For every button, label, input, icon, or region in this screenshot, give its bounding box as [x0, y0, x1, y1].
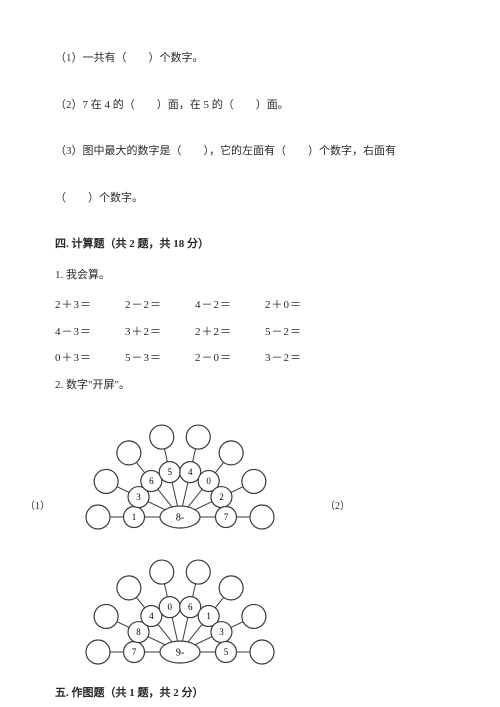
svg-text:5: 5: [224, 647, 229, 657]
svg-text:4: 4: [149, 611, 154, 621]
sec5-text: 五. 作图题（共 1 题，共 2 分）: [55, 687, 204, 699]
svg-text:3: 3: [136, 492, 141, 502]
svg-text:7: 7: [224, 512, 229, 522]
sec4-text: 四. 计算题（共 2 题，共 18 分）: [55, 238, 209, 250]
calc-rows: 2＋3＝2－2＝4－2＝2＋0＝ 4－3＝3＋2＝2＋2＝5－2＝ 0＋3＝5－3＝…: [55, 297, 450, 367]
svg-text:0: 0: [168, 602, 173, 612]
calc-row: 4－3＝3＋2＝2＋2＝5－2＝: [55, 324, 450, 341]
fan-diagram-2: 9- 7 84 0 6 135: [55, 542, 450, 667]
question-3a: （3）图中最大的数字是（ ），它的左面有（ ）个数字，右面有: [55, 143, 450, 160]
q3a-text: （3）图中最大的数字是（ ），它的左面有（ ）个数字，右面有: [55, 145, 396, 157]
fan-title-text: 2. 数字"开屏"。: [55, 379, 130, 391]
svg-text:6: 6: [149, 476, 154, 486]
question-1: （1）一共有（ ）个数字。: [55, 50, 450, 67]
q2-text: （2）7 在 4 的（ ）面，在 5 的（ ）面。: [55, 99, 289, 111]
calc-title-text: 1. 我会算。: [55, 269, 110, 281]
q3b-text: （ ）个数字。: [55, 192, 143, 204]
equation: 2－0＝: [195, 350, 265, 367]
equation: 0＋3＝: [55, 350, 125, 367]
equation: 5－2＝: [265, 324, 335, 341]
equation: 3－2＝: [265, 350, 335, 367]
svg-text:7: 7: [132, 647, 137, 657]
svg-text:3: 3: [219, 627, 224, 637]
svg-text:5: 5: [168, 467, 173, 477]
fan-svg-1: 8- 1 36 5 4 027: [55, 407, 305, 532]
calc-row: 0＋3＝5－3＝2－0＝3－2＝: [55, 350, 450, 367]
equation: 2＋3＝: [55, 297, 125, 314]
svg-text:9-: 9-: [176, 648, 184, 659]
svg-text:1: 1: [132, 512, 137, 522]
fan-svg-2: 9- 7 84 0 6 135: [55, 542, 305, 667]
equation: 2＋2＝: [195, 324, 265, 341]
fan2-label: （2）: [325, 499, 350, 514]
svg-text:2: 2: [219, 492, 224, 502]
equation: 3＋2＝: [125, 324, 195, 341]
equation: 5－3＝: [125, 350, 195, 367]
equation: 2－2＝: [125, 297, 195, 314]
fan-title: 2. 数字"开屏"。: [55, 377, 450, 394]
question-3b: （ ）个数字。: [55, 190, 450, 207]
section-4-title: 四. 计算题（共 2 题，共 18 分）: [55, 236, 450, 253]
svg-text:1: 1: [206, 611, 211, 621]
fan1-label: （1）: [25, 499, 50, 514]
svg-text:6: 6: [188, 602, 193, 612]
equation: 2＋0＝: [265, 297, 335, 314]
calc-row: 2＋3＝2－2＝4－2＝2＋0＝: [55, 297, 450, 314]
svg-text:0: 0: [206, 476, 211, 486]
equation: 4－2＝: [195, 297, 265, 314]
equation: 4－3＝: [55, 324, 125, 341]
section-5-title: 五. 作图题（共 1 题，共 2 分）: [55, 685, 450, 702]
calc-title: 1. 我会算。: [55, 267, 450, 284]
svg-text:4: 4: [188, 467, 193, 477]
fan-diagram-1: （1） 8-13654027 （2）: [55, 407, 450, 532]
question-2: （2）7 在 4 的（ ）面，在 5 的（ ）面。: [55, 97, 450, 114]
svg-text:8: 8: [136, 627, 141, 637]
svg-text:8-: 8-: [176, 513, 184, 524]
q1-text: （1）一共有（ ）个数字。: [55, 52, 204, 64]
